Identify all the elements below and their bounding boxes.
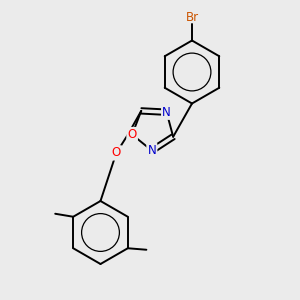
Text: N: N xyxy=(162,106,171,119)
Text: Br: Br xyxy=(185,11,199,24)
Text: N: N xyxy=(148,144,156,157)
Text: O: O xyxy=(112,146,121,159)
Text: O: O xyxy=(128,128,137,141)
